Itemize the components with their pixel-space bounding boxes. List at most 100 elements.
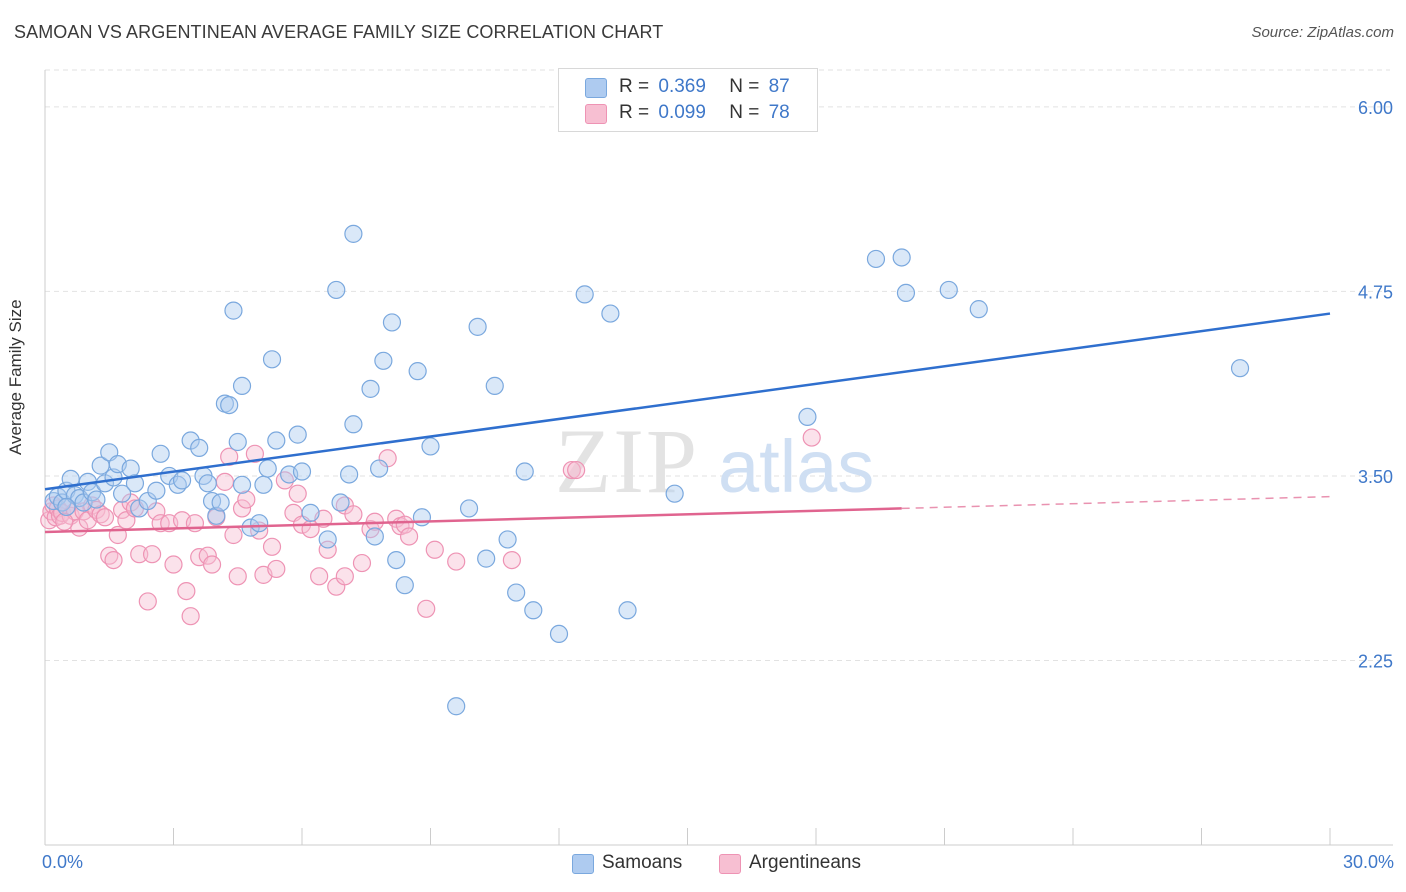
samoan-point <box>412 508 432 527</box>
samoan-point <box>250 514 269 533</box>
samoan-point <box>395 576 414 595</box>
samoan-point <box>498 530 517 549</box>
argentinean-point <box>130 545 149 564</box>
samoan-point <box>896 283 916 303</box>
samoan-point <box>365 527 384 546</box>
argentinean-point <box>318 540 337 559</box>
watermark: ZIP atlas <box>555 410 874 512</box>
argentinean-point <box>228 567 247 586</box>
samoan-point <box>361 379 380 398</box>
argentinean-point <box>202 555 222 574</box>
samoan-point <box>344 415 363 434</box>
samoan-point <box>939 280 958 300</box>
samoan-point <box>866 249 886 269</box>
samoan-point <box>515 462 534 481</box>
argentineans-r-label: R = <box>619 102 650 123</box>
samoan-point <box>211 493 230 512</box>
y-tick-label: 6.00 <box>1358 98 1393 118</box>
y-tick-label: 2.25 <box>1358 651 1393 671</box>
y-tick-label: 3.50 <box>1358 467 1393 487</box>
bottom-samoans-label: Samoans <box>602 852 683 873</box>
samoan-point <box>798 407 817 427</box>
samoan-point <box>224 301 243 320</box>
argentinean-point <box>237 490 256 509</box>
samoan-point <box>344 224 363 243</box>
watermark-atlas: atlas <box>718 425 874 508</box>
argentinean-point <box>567 460 586 480</box>
samoan-point <box>447 697 466 716</box>
source-credit: Source: ZipAtlas.com <box>1251 24 1394 41</box>
samoan-point <box>459 499 479 518</box>
samoans-r-label: R = <box>619 76 650 97</box>
argentinean-point <box>164 555 183 574</box>
samoan-point <box>125 474 145 493</box>
samoan-point <box>258 459 277 478</box>
argentinean-point <box>562 460 581 480</box>
samoan-point <box>601 304 620 323</box>
samoan-point <box>198 474 217 493</box>
samoan-point <box>254 475 273 494</box>
argentinean-point <box>417 599 436 618</box>
argentineans-r-value: 0.099 <box>658 102 706 123</box>
argentinean-point <box>142 545 162 564</box>
argentinean-point <box>447 552 466 571</box>
samoan-point <box>228 432 247 452</box>
argentinean-point <box>104 550 123 570</box>
argentinean-point <box>177 581 196 601</box>
y-tick-label: 4.75 <box>1358 282 1393 302</box>
samoan-point <box>374 351 393 370</box>
trend-lines <box>44 312 1331 534</box>
argentineans-trend-extension <box>901 495 1331 510</box>
samoan-point <box>382 313 402 332</box>
argentinean-point <box>802 428 821 447</box>
samoans-r-value: 0.369 <box>658 76 706 97</box>
samoan-point <box>969 300 988 319</box>
argentinean-point <box>138 592 157 611</box>
samoan-point <box>408 362 427 381</box>
samoans-n-label: N = <box>729 76 760 97</box>
argentinean-point <box>288 484 307 503</box>
argentineans-trend-line <box>44 507 902 534</box>
samoan-point <box>112 484 132 503</box>
argentinean-point <box>232 499 252 518</box>
samoan-point <box>387 550 406 570</box>
samoan-point <box>147 481 166 500</box>
argentinean-point <box>502 550 521 570</box>
samoan-point <box>172 471 192 490</box>
samoan-point <box>151 444 170 463</box>
samoan-point <box>331 493 350 512</box>
samoan-point <box>267 431 286 450</box>
argentinean-point <box>181 607 200 626</box>
samoan-point <box>87 490 106 509</box>
argentinean-point <box>395 515 414 534</box>
samoan-point <box>292 462 312 481</box>
samoan-point <box>318 530 337 549</box>
y-axis-label-text: Average Family Size <box>6 299 25 455</box>
samoan-point <box>485 376 504 396</box>
argentineans-n-value: 78 <box>768 102 790 123</box>
samoan-point <box>370 459 389 478</box>
samoan-point <box>57 497 76 517</box>
argentinean-point <box>267 559 286 579</box>
samoans-n-value: 87 <box>768 76 790 97</box>
samoan-point <box>262 350 282 369</box>
argentinean-point <box>55 512 74 531</box>
argentinean-point <box>352 553 372 573</box>
bottom-argentineans-label: Argentineans <box>749 852 861 873</box>
y-tick-labels: 2.25 3.50 4.75 6.00 <box>1358 98 1393 672</box>
watermark-zip: ZIP <box>555 410 699 512</box>
argentinean-point <box>425 540 444 559</box>
stats-legend: R = 0.369 N = 87 R = 0.099 N = 78 <box>558 68 818 132</box>
samoan-point <box>327 280 346 300</box>
argentinean-point <box>399 527 419 546</box>
samoan-point <box>340 465 359 484</box>
samoan-point <box>232 475 252 494</box>
argentinean-point <box>245 444 264 463</box>
samoans-swatch <box>585 78 607 98</box>
samoans-points <box>44 224 1250 716</box>
samoan-point <box>665 484 684 503</box>
chart-title: SAMOAN VS ARGENTINEAN AVERAGE FAMILY SIZ… <box>14 22 664 42</box>
axes <box>44 70 1393 846</box>
argentinean-point <box>95 508 115 527</box>
